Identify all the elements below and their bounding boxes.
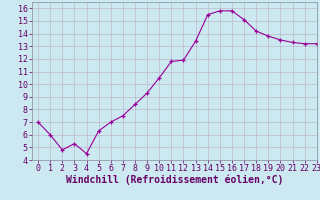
X-axis label: Windchill (Refroidissement éolien,°C): Windchill (Refroidissement éolien,°C) (66, 175, 283, 185)
